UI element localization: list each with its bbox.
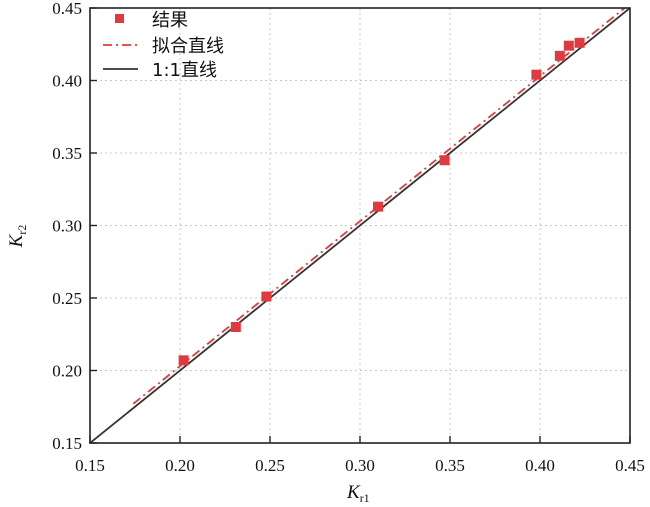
x-axis-label-sub: r1 (360, 491, 370, 505)
x-axis-label: Kr1 (346, 482, 370, 505)
x-tick-label: 0.15 (75, 456, 105, 475)
y-tick-label: 0.15 (52, 434, 82, 453)
data-points (178, 37, 585, 366)
legend-marker-results (115, 14, 124, 23)
x-tick-label: 0.25 (255, 456, 285, 475)
result-point (230, 322, 241, 332)
x-tick-label: 0.30 (345, 456, 375, 475)
x-tick-label: 0.20 (165, 456, 195, 475)
y-tick-label: 0.35 (52, 144, 82, 163)
result-point (563, 40, 574, 51)
y-tick-label: 0.45 (52, 0, 82, 18)
result-point (531, 69, 542, 80)
legend-label-fit: 拟合直线 (152, 36, 224, 57)
x-tick-label: 0.35 (435, 456, 465, 475)
x-axis-label-main: K (346, 482, 361, 503)
x-tick-label: 0.45 (615, 456, 645, 475)
y-axis-label-main: K (6, 233, 27, 248)
result-point (261, 291, 272, 302)
y-axis-label: Kr2 (6, 225, 29, 249)
result-point (574, 37, 585, 48)
legend-label-results: 结果 (152, 10, 188, 31)
legend-label-identity: 1:1直线 (152, 60, 217, 81)
y-tick-label: 0.20 (52, 362, 82, 381)
y-tick-label: 0.30 (52, 217, 82, 236)
result-point (178, 355, 189, 366)
result-point (554, 50, 565, 61)
y-tick-label: 0.25 (52, 289, 82, 308)
y-tick-label: 0.40 (52, 72, 82, 91)
result-point (439, 155, 450, 166)
axis-ticks: 0.15 0.20 0.25 0.30 0.35 0.40 0.45 0.15 0.20 0.25… (52, 0, 645, 475)
y-axis-label-sub: r2 (15, 225, 29, 235)
legend: 结果 拟合直线 1:1直线 (103, 10, 224, 81)
x-tick-label: 0.40 (525, 456, 555, 475)
result-point (373, 201, 383, 212)
identity-line (90, 8, 630, 443)
